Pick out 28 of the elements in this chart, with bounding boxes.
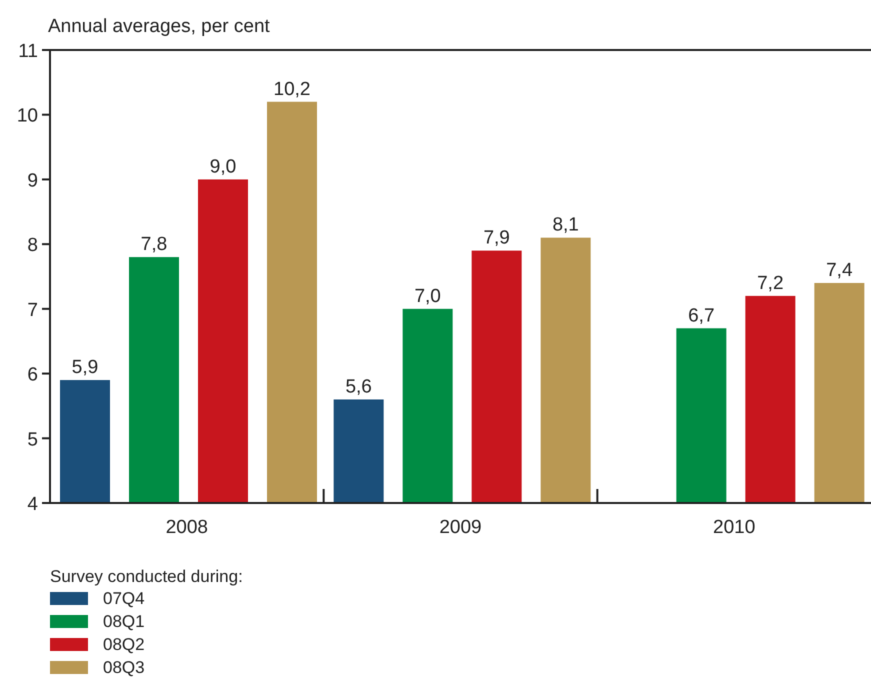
- legend-title: Survey conducted during:: [50, 567, 243, 586]
- y-tick-label: 4: [27, 494, 38, 515]
- y-tick-label: 10: [16, 106, 38, 127]
- y-tick-label: 6: [27, 364, 38, 386]
- y-tick-label: 11: [18, 41, 38, 62]
- data-label: 7,2: [757, 272, 784, 294]
- data-label: 7,9: [483, 228, 510, 249]
- data-label: 5,6: [345, 376, 372, 398]
- x-tick-label: 2009: [439, 517, 482, 538]
- legend-label: 08Q2: [103, 635, 145, 654]
- x-tick-label: 2010: [713, 517, 756, 538]
- x-tick-label: 2008: [166, 517, 208, 538]
- legend-label: 08Q3: [103, 658, 145, 677]
- y-tick-label: 9: [27, 170, 38, 192]
- data-label: 7,4: [826, 260, 853, 281]
- data-label: 7,8: [140, 234, 168, 256]
- data-label: 9,0: [210, 156, 236, 178]
- data-label: 10,2: [274, 78, 310, 100]
- y-tick-label: 8: [27, 235, 38, 256]
- legend-label: 07Q4: [103, 589, 145, 608]
- legend-label: 08Q1: [103, 612, 145, 631]
- data-label: 5,9: [72, 357, 98, 378]
- data-label: 7,0: [414, 286, 441, 307]
- data-label: 8,1: [552, 214, 579, 236]
- y-tick-label: 7: [27, 300, 38, 321]
- y-tick-label: 5: [27, 429, 38, 450]
- y-axis-title: Annual averages, per cent: [48, 16, 271, 37]
- data-label: 6,7: [688, 305, 715, 326]
